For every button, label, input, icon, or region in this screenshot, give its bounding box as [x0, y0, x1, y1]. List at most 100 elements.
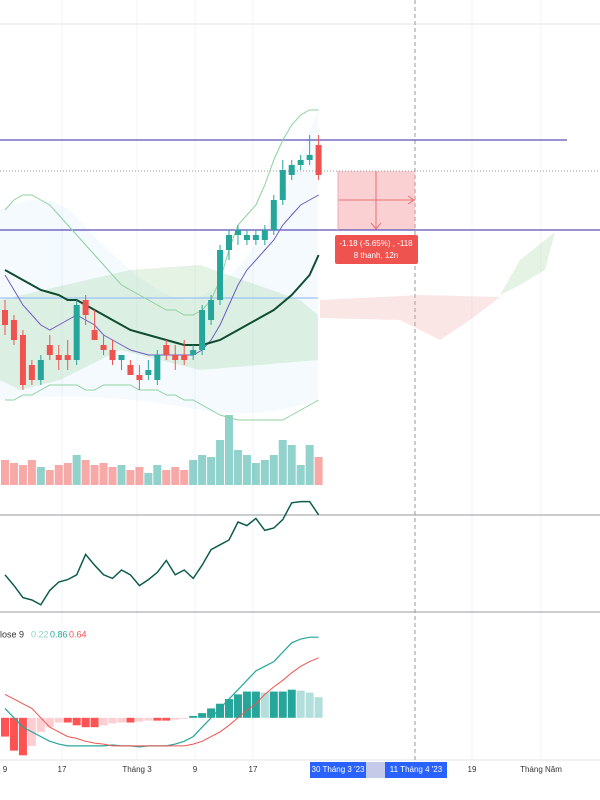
volume-bar: [296, 465, 305, 485]
macd-histogram: [216, 703, 225, 718]
macd-histogram: [117, 717, 126, 723]
overlay-line: [4, 109, 319, 316]
macd-histogram: [99, 717, 108, 726]
x-range: [366, 762, 385, 778]
candle-body: [315, 145, 322, 175]
candle-body: [270, 200, 277, 230]
volume-bar: [198, 455, 207, 485]
macd-histogram: [36, 717, 45, 732]
volume-bar: [180, 470, 189, 485]
candle-body: [226, 235, 232, 250]
x-tick-label: Tháng 3: [122, 765, 152, 774]
overlay-line: [4, 254, 320, 346]
x-highlight: [310, 762, 366, 778]
volume-bar: [233, 450, 242, 485]
candle-body: [127, 365, 134, 375]
volume-bar: [207, 457, 216, 485]
candle-body: [2, 310, 8, 325]
volume-bar: [126, 470, 135, 485]
volume-bar: [251, 463, 260, 485]
volume-bar: [135, 467, 144, 485]
macd-histogram: [108, 717, 117, 724]
macd-histogram: [1, 717, 9, 737]
overlay-line: [4, 194, 319, 356]
macd-histogram: [287, 689, 296, 718]
candle-body: [154, 355, 161, 380]
candle-body: [28, 365, 35, 380]
volume-bar: [108, 467, 117, 485]
candle-body: [100, 345, 107, 350]
measure-arrow: [407, 195, 415, 205]
candle-body: [46, 345, 53, 355]
candle-body: [217, 250, 224, 300]
candle-body: [55, 355, 62, 360]
candle-body: [279, 170, 286, 200]
macd-histogram: [162, 717, 171, 721]
candle-body: [118, 355, 125, 360]
macd-histogram: [233, 694, 242, 718]
macd-histogram: [126, 717, 135, 723]
candle-body: [261, 230, 268, 240]
x-tick-label: 17: [58, 765, 67, 774]
macd-histogram: [144, 717, 153, 721]
macd-histogram: [314, 697, 323, 718]
x-tick-label: 30 Tháng 3 '23: [312, 765, 366, 774]
overlay-line: [5, 384, 319, 421]
macd-histogram: [278, 691, 287, 718]
volume-bar: [81, 460, 90, 485]
volume-bar: [153, 465, 162, 485]
volume-bar: [90, 465, 99, 485]
macd-histogram: [207, 708, 216, 718]
candle-body: [288, 165, 295, 175]
macd-histogram: [251, 691, 260, 718]
macd-histogram: [180, 717, 189, 719]
cloud: [320, 295, 500, 340]
macd-histogram: [9, 717, 18, 751]
volume-bar: [260, 460, 269, 485]
x-tick-label: 9: [193, 765, 198, 774]
x-tick-label: 9: [3, 765, 8, 774]
candle-body: [64, 355, 71, 360]
macd-legend-value: 0.22: [31, 629, 49, 639]
signal-line: [4, 657, 319, 747]
macd-histogram: [189, 715, 198, 718]
candle-body: [109, 350, 116, 360]
volume-bar: [189, 460, 198, 485]
volume-bar: [117, 465, 126, 485]
volume-bar: [45, 470, 54, 485]
candle-body: [297, 160, 304, 165]
candle-body: [252, 235, 259, 240]
macd-legend: lose 9: [0, 629, 24, 639]
volume-bar: [242, 455, 251, 485]
macd-histogram: [198, 713, 207, 718]
volume-bar: [162, 470, 171, 485]
candle-body: [136, 375, 143, 380]
candle-body: [172, 355, 179, 360]
candle-body: [19, 335, 26, 385]
volume-bar: [225, 415, 233, 485]
candle-body: [10, 320, 17, 340]
volume-bar: [305, 445, 314, 485]
candle-body: [208, 300, 215, 320]
candle-body: [190, 350, 197, 355]
candle-body: [234, 230, 241, 235]
volume-bar: [9, 463, 18, 485]
macd-legend-value: 0.86: [50, 629, 68, 639]
x-tick-label: 19: [468, 765, 477, 774]
volume-bar: [99, 463, 108, 485]
volume-bar: [269, 455, 278, 485]
macd-histogram: [90, 717, 99, 728]
candle-body: [199, 310, 206, 350]
candle-body: [37, 360, 44, 380]
macd-histogram: [171, 717, 180, 720]
measure-sublabel: 8 thanh, 12n: [354, 251, 398, 260]
volume-bar: [278, 440, 287, 485]
macd-histogram: [63, 717, 72, 723]
volume-bar: [314, 457, 323, 485]
macd-histogram: [81, 717, 90, 728]
volume-bar: [72, 455, 81, 485]
volume-bar: [63, 463, 72, 485]
volume-bar: [171, 467, 180, 485]
